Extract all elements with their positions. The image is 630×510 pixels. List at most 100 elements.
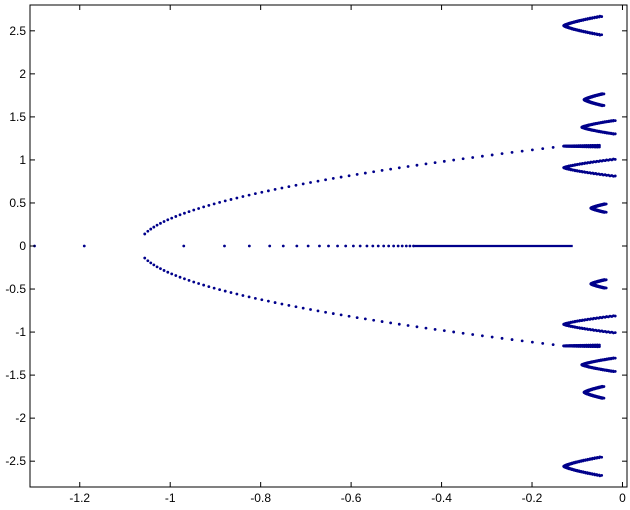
cluster-point (590, 16, 594, 20)
branch-point-lower (471, 333, 475, 336)
branch-point-upper (162, 220, 166, 223)
cluster-point (613, 314, 617, 318)
y-tick-label: -1.5 (5, 368, 26, 382)
branch-point-upper (235, 196, 239, 200)
branch-point-upper (294, 183, 298, 187)
branch-point-upper (530, 148, 534, 152)
cluster-point (613, 132, 617, 136)
branch-point-lower (146, 259, 150, 263)
branch-point-lower (389, 321, 393, 325)
y-tick-label: 0 (19, 239, 26, 253)
cluster-point (595, 32, 599, 36)
cluster-point (583, 470, 587, 474)
branch-point-lower (155, 265, 159, 269)
cluster-point (586, 30, 589, 34)
branch-point-upper (229, 198, 233, 201)
x-tick-label: -1 (165, 491, 176, 505)
branch-point-lower (280, 302, 284, 306)
branch-point-upper (433, 161, 437, 165)
real-axis-point (336, 244, 339, 248)
cluster-point (609, 369, 613, 373)
branch-point-lower (149, 261, 153, 265)
branch-point-upper (149, 227, 153, 231)
branch-point-upper (178, 213, 182, 217)
cluster-point (580, 144, 584, 148)
branch-point-lower (247, 295, 251, 299)
cluster-point (609, 131, 613, 135)
branch-point-lower (316, 309, 320, 313)
branch-point-upper (490, 153, 494, 157)
y-tick-label: -0.5 (5, 282, 26, 296)
cluster-point (573, 325, 577, 329)
cluster-point (575, 163, 579, 167)
cluster-point (582, 144, 586, 148)
branch-point-lower (174, 274, 178, 277)
branch-point-lower (372, 318, 376, 322)
branch-point-lower (223, 289, 227, 293)
branch-point-upper (218, 201, 222, 204)
real-axis-point (408, 244, 412, 248)
cluster-point (583, 18, 587, 22)
branch-point-lower (309, 308, 312, 311)
cluster-point (577, 169, 581, 173)
cluster-point (610, 330, 614, 334)
cluster-point (582, 318, 586, 322)
real-axis-point (412, 244, 415, 248)
cluster-point (591, 328, 595, 332)
cluster-point (613, 331, 617, 334)
cluster-point (597, 456, 601, 460)
cluster-point (602, 385, 606, 388)
real-axis-point (306, 244, 310, 248)
cluster-point (591, 343, 594, 347)
branch-point-upper (510, 151, 514, 154)
branch-point-lower (187, 279, 191, 282)
branch-point-upper (397, 166, 401, 170)
branch-point-upper (406, 165, 410, 168)
cluster-point (611, 119, 615, 123)
branch-point-lower (253, 296, 257, 300)
x-tick-label: 0 (619, 491, 626, 505)
branch-point-lower (541, 341, 545, 345)
cluster-point (603, 173, 607, 177)
x-tick-label: -0.6 (341, 491, 362, 505)
cluster-point (613, 174, 617, 178)
branch-point-upper (241, 195, 245, 198)
branch-point-lower (406, 324, 410, 327)
branch-point-upper (143, 232, 147, 236)
real-axis-point (281, 244, 285, 248)
branch-point-lower (530, 340, 534, 344)
branch-point-upper (192, 208, 196, 212)
y-tick-label: 0.5 (9, 196, 26, 210)
cluster-point (595, 456, 599, 460)
x-tick-label: -0.8 (250, 491, 271, 505)
branch-point-lower (452, 330, 456, 334)
cluster-point (592, 457, 596, 461)
branch-point-upper (415, 163, 419, 167)
real-axis-point (223, 244, 226, 248)
branch-point-upper (155, 223, 159, 227)
branch-point-upper (389, 167, 393, 171)
cluster-point (607, 315, 610, 319)
branch-point-upper (541, 147, 545, 151)
branch-point-upper (339, 175, 343, 179)
cluster-point (588, 144, 592, 147)
real-axis-point (358, 244, 362, 248)
cluster-point (588, 471, 592, 475)
cluster-point (611, 132, 615, 135)
cluster-point (603, 329, 607, 333)
cluster-point (607, 357, 611, 361)
cluster-point (573, 163, 577, 167)
cluster-point (573, 168, 577, 172)
cluster-point (595, 343, 599, 347)
cluster-point (585, 318, 589, 322)
cluster-point (586, 343, 590, 347)
real-axis-point (344, 244, 348, 248)
branch-point-lower (183, 277, 186, 281)
real-axis-point (371, 244, 375, 248)
branch-point-upper (146, 229, 150, 233)
branch-point-upper (424, 162, 428, 166)
y-tick-label: -1 (15, 325, 26, 339)
branch-point-upper (500, 152, 504, 156)
cluster-point (573, 320, 577, 324)
cluster-point (600, 33, 604, 37)
